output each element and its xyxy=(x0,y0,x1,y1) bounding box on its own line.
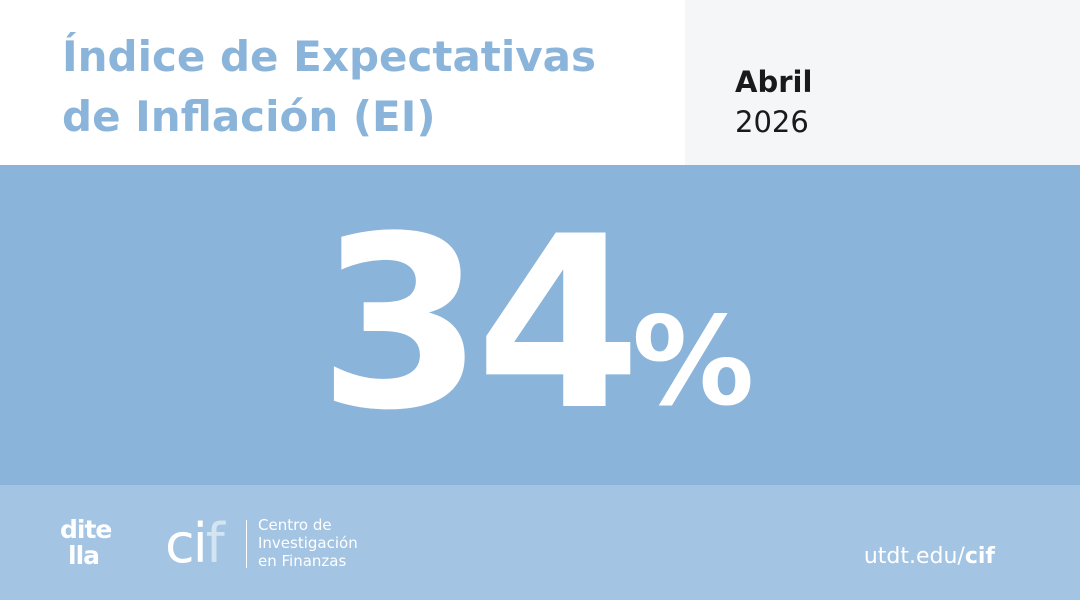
hero-band xyxy=(0,165,1080,485)
ditella-logo: dite xyxy=(60,515,112,544)
year: 2026 xyxy=(735,105,809,139)
url-domain: utdt.edu/ xyxy=(863,544,965,569)
cif-logo: cif xyxy=(165,512,225,576)
url: utdt.edu/cif xyxy=(864,542,995,572)
ditella-logo: lla xyxy=(68,541,100,570)
hero-value: 34 xyxy=(318,186,641,463)
month: Abril xyxy=(735,65,813,99)
title-line: Índice de Expectativas xyxy=(62,32,597,81)
hero-unit: % xyxy=(632,291,755,433)
cif-name: Investigación xyxy=(258,534,358,552)
separator xyxy=(246,520,247,568)
cif-logo-accent: f xyxy=(205,512,225,575)
url-path: cif xyxy=(964,544,995,569)
cif-name: Centro de xyxy=(258,516,332,534)
title-line: de Inflación (EI) xyxy=(62,92,436,141)
cif-logo-main: ci xyxy=(165,512,208,575)
footer xyxy=(0,485,1080,600)
cif-name: en Finanzas xyxy=(258,552,347,570)
date-panel xyxy=(685,0,1080,165)
